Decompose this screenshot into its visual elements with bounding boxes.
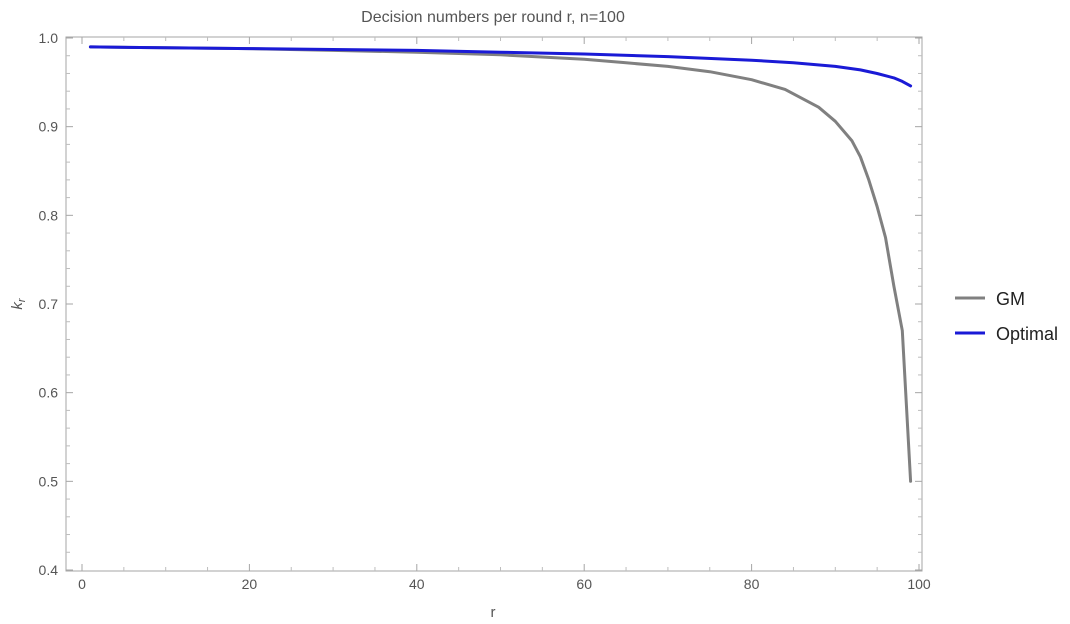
y-tick-label: 0.7 bbox=[39, 296, 59, 312]
x-tick-label: 60 bbox=[576, 576, 592, 592]
legend-label-optimal: Optimal bbox=[996, 324, 1058, 344]
legend-label-gm: GM bbox=[996, 289, 1025, 309]
legend: GM Optimal bbox=[955, 289, 1058, 344]
y-tick-label: 0.5 bbox=[39, 473, 59, 489]
y-tick-label: 1.0 bbox=[39, 30, 59, 46]
series-line-optimal bbox=[88, 45, 913, 88]
chart-title: Decision numbers per round r, n=100 bbox=[361, 9, 625, 26]
series-line-gm bbox=[88, 45, 913, 483]
x-tick-label: 0 bbox=[78, 576, 86, 592]
series-layer bbox=[88, 45, 913, 483]
y-axis-label-main: k bbox=[9, 301, 26, 310]
plot-frame bbox=[65, 36, 923, 572]
tick-layer: 0 20 40 60 80 100 0.4 0.5 0.6 0.7 0.8 0.9 1.0 bbox=[39, 30, 931, 592]
x-tick-label: 80 bbox=[744, 576, 760, 592]
y-tick-label: 0.4 bbox=[39, 562, 59, 578]
y-tick-label: 0.9 bbox=[39, 119, 59, 135]
y-tick-label: 0.8 bbox=[39, 207, 59, 223]
x-tick-label: 40 bbox=[409, 576, 425, 592]
x-tick-label: 20 bbox=[242, 576, 258, 592]
y-tick-label: 0.6 bbox=[39, 385, 59, 401]
y-axis-label-subscript: r bbox=[16, 297, 28, 302]
x-tick-label: 100 bbox=[907, 576, 931, 592]
y-axis-label: kr bbox=[9, 297, 28, 310]
x-axis-label: r bbox=[491, 604, 496, 621]
